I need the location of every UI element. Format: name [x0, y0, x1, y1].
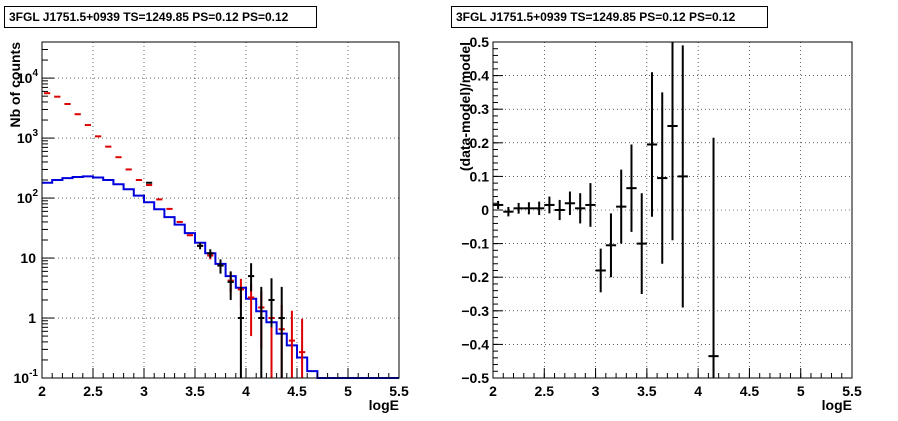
left-y-axis-title: Nb of counts — [7, 42, 23, 128]
right-x-axis-title: logE — [822, 397, 852, 413]
left-y-tick-label: 10-1 — [14, 368, 39, 386]
left-x-axis-title: logE — [369, 397, 399, 413]
right-y-tick-label: 0.2 — [470, 135, 490, 151]
left-source-model-step-line — [42, 175, 399, 379]
right-residual-point — [626, 144, 637, 232]
right-x-tick-label: 2 — [489, 383, 497, 399]
right-residual-point — [575, 193, 586, 224]
right-residual-point — [544, 196, 555, 214]
left-y-tick-label: 103 — [17, 128, 39, 146]
right-x-tick-label: 5 — [797, 383, 805, 399]
left-x-tick-label: 2.5 — [83, 383, 103, 399]
right-x-tick-label: 4.5 — [740, 383, 760, 399]
right-y-tick-label: 0.5 — [470, 34, 490, 50]
left-total-model-bar — [248, 283, 255, 337]
left-x-tick-label: 3 — [140, 383, 148, 399]
right-residual-point — [657, 92, 668, 264]
right-residual-point — [513, 202, 524, 214]
left-plot-area — [42, 42, 399, 378]
right-x-tick-label: 3 — [592, 383, 600, 399]
right-residual-point — [503, 206, 514, 217]
right-residual-point — [605, 213, 617, 278]
right-y-tick-label: 0.3 — [470, 101, 490, 117]
left-data-point — [248, 263, 255, 292]
right-plot-title: 3FGL J1751.5+0939 TS=1249.85 PS=0.12 PS=… — [451, 6, 768, 28]
left-x-tick-label: 5 — [344, 383, 352, 399]
right-residual-point — [534, 201, 545, 216]
left-data-point — [227, 271, 234, 300]
right-y-axis-title: (data-model)/model — [457, 42, 473, 171]
right-y-tick-label: −0.2 — [461, 269, 489, 285]
left-x-tick-label: 4 — [242, 383, 250, 399]
right-residual-point — [554, 199, 565, 221]
right-y-tick-label: −0.5 — [461, 370, 489, 386]
left-y-tick-label: 1 — [28, 310, 36, 326]
left-data-point — [258, 286, 265, 378]
left-y-tick-label: 104 — [17, 68, 39, 86]
right-residual-point — [616, 169, 627, 244]
left-plot-title: 3FGL J1751.5+0939 TS=1249.85 PS=0.12 PS=… — [4, 6, 317, 28]
left-y-tick-label: 10 — [20, 250, 36, 266]
right-x-tick-label: 5.5 — [842, 383, 862, 399]
right-x-tick-label: 2.5 — [535, 383, 555, 399]
left-x-tick-label: 2 — [38, 383, 46, 399]
left-total-model-bar — [288, 310, 295, 378]
right-residual-point — [667, 42, 678, 241]
right-y-tick-label: 0 — [481, 202, 489, 218]
right-residual-point — [523, 202, 535, 215]
left-data-point — [237, 286, 244, 378]
right-residual-point — [636, 193, 647, 294]
left-plot-frame — [41, 41, 400, 379]
right-residual-point — [564, 191, 576, 216]
right-y-tick-label: −0.4 — [461, 336, 489, 352]
right-y-tick-label: −0.1 — [461, 236, 489, 252]
left-x-tick-label: 3.5 — [185, 383, 205, 399]
right-x-tick-label: 4 — [694, 383, 702, 399]
left-y-tick-label: 102 — [17, 188, 39, 206]
left-x-tick-label: 5.5 — [389, 383, 409, 399]
right-residual-point — [595, 248, 606, 293]
right-residual-point — [708, 137, 719, 378]
right-x-tick-label: 3.5 — [637, 383, 657, 399]
left-data-point — [278, 286, 285, 378]
right-y-tick-label: 0.1 — [470, 168, 490, 184]
right-y-tick-label: −0.3 — [461, 303, 489, 319]
left-data-point — [268, 278, 275, 328]
left-data-point — [207, 249, 214, 259]
right-residual-point — [677, 45, 688, 308]
left-total-model-bar — [299, 318, 306, 378]
right-residual-point — [585, 183, 596, 227]
right-residual-point — [646, 72, 658, 217]
left-data-point — [217, 259, 224, 274]
right-y-tick-label: 0.4 — [470, 68, 490, 84]
left-data-point — [197, 242, 204, 250]
left-x-tick-label: 4.5 — [287, 383, 307, 399]
right-residual-point — [493, 200, 504, 209]
